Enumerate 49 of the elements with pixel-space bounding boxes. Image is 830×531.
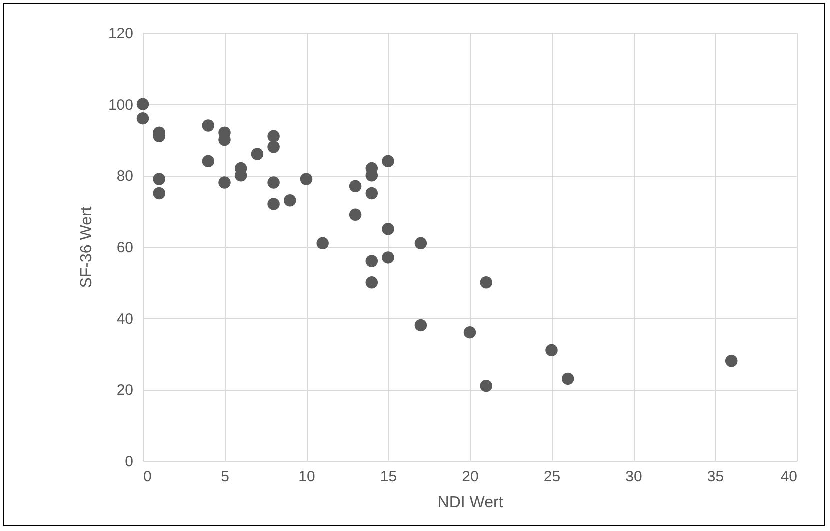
x-tick-label: 25: [544, 468, 561, 486]
point: [268, 176, 280, 189]
point: [382, 155, 394, 168]
x-tick-label: 10: [298, 468, 316, 486]
point: [480, 276, 492, 289]
point: [480, 380, 492, 392]
y-tick-label: 80: [116, 168, 134, 186]
point: [725, 355, 738, 368]
y-tick-label: 0: [125, 454, 134, 470]
point: [202, 120, 215, 132]
point: [546, 344, 558, 357]
point: [366, 276, 378, 289]
point: [382, 223, 394, 236]
point: [268, 130, 280, 143]
point: [464, 326, 476, 339]
point: [218, 176, 231, 189]
x-tick-label: 5: [221, 468, 230, 486]
y-tick-label: 20: [116, 382, 134, 400]
y-tick-label: 120: [108, 26, 134, 42]
x-tick-label: 0: [144, 468, 152, 486]
point: [284, 194, 296, 207]
y-axis-title: SF-36 Wert: [78, 206, 96, 288]
x-tick-label: 15: [380, 468, 398, 486]
point: [366, 255, 378, 268]
point: [414, 319, 428, 332]
point: [153, 187, 166, 200]
point: [366, 187, 378, 200]
point: [300, 173, 313, 186]
x-axis-title: NDI Wert: [438, 494, 504, 512]
point: [382, 252, 394, 264]
point: [202, 155, 215, 168]
point: [251, 148, 264, 160]
point: [349, 208, 362, 222]
point: [136, 98, 150, 110]
x-tick-label: 35: [707, 468, 724, 486]
point: [414, 237, 428, 250]
x-tick-label: 20: [462, 468, 479, 486]
point: [562, 372, 574, 386]
point: [316, 237, 329, 250]
y-tick-label: 40: [116, 310, 134, 328]
point: [136, 112, 150, 125]
y-tick-label: 100: [108, 96, 134, 114]
y-tick-label: 60: [116, 240, 134, 256]
point: [349, 180, 362, 192]
x-tick-label: 30: [626, 468, 642, 486]
x-tick-label: 40: [780, 468, 798, 486]
point: [268, 198, 280, 210]
point: [153, 173, 166, 186]
point: [268, 141, 280, 154]
